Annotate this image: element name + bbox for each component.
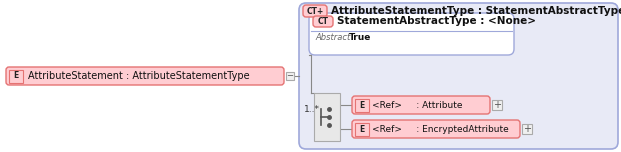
Text: E: E (360, 124, 365, 133)
Text: <Ref>     : Attribute: <Ref> : Attribute (372, 100, 463, 109)
FancyBboxPatch shape (352, 120, 520, 138)
Text: +: + (523, 124, 531, 134)
Bar (355, 98, 369, 112)
FancyBboxPatch shape (299, 3, 618, 149)
Text: True: True (349, 33, 371, 43)
Text: StatementAbstractType : <None>: StatementAbstractType : <None> (337, 17, 536, 26)
Text: Abstract: Abstract (315, 33, 350, 43)
FancyBboxPatch shape (313, 16, 333, 27)
Bar (286, 72, 294, 80)
Text: CT+: CT+ (306, 7, 324, 16)
Bar (314, 93, 340, 141)
FancyBboxPatch shape (309, 13, 514, 55)
Bar (355, 123, 369, 135)
Text: E: E (360, 100, 365, 109)
Text: −: − (286, 71, 294, 81)
Text: <Ref>     : EncryptedAttribute: <Ref> : EncryptedAttribute (372, 124, 509, 133)
Text: AttributeStatement : AttributeStatementType: AttributeStatement : AttributeStatementT… (28, 71, 250, 81)
FancyBboxPatch shape (303, 5, 327, 17)
Text: 1..*: 1..* (304, 105, 320, 114)
Bar (9, 69, 23, 83)
FancyBboxPatch shape (6, 67, 284, 85)
Bar (522, 124, 532, 134)
Text: CT: CT (317, 17, 329, 26)
Text: E: E (14, 71, 19, 81)
FancyBboxPatch shape (352, 96, 490, 114)
Bar (492, 100, 502, 110)
Text: AttributeStatementType : StatementAbstractType: AttributeStatementType : StatementAbstra… (331, 6, 621, 16)
Text: +: + (493, 100, 501, 110)
